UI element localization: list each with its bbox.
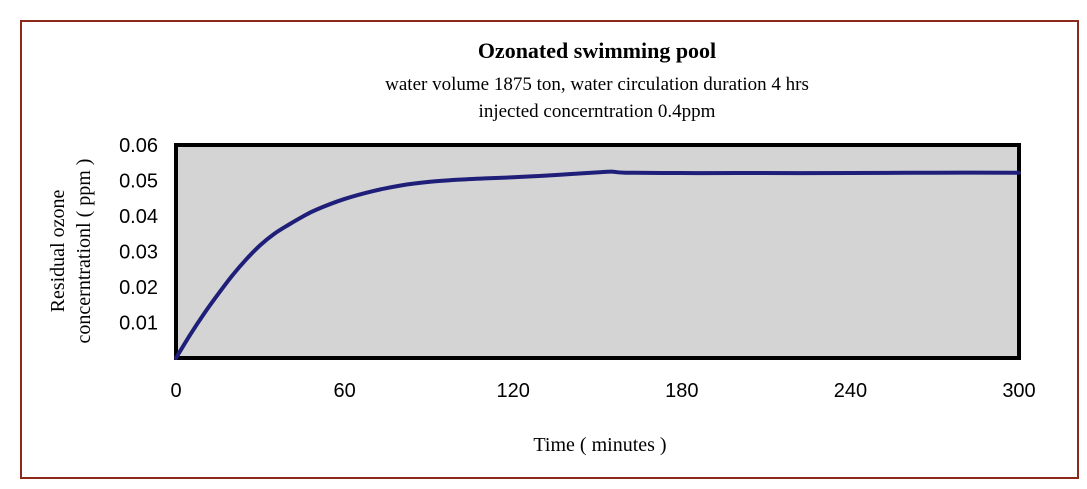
y-tick-label: 0.03 [119, 242, 158, 264]
x-tick-label: 180 [665, 380, 698, 402]
y-tick-label: 0.02 [119, 277, 158, 299]
x-tick-label: 120 [497, 380, 530, 402]
chart-subtitle-line-2: injected concerntration 0.4ppm [479, 101, 716, 122]
chart-title: Ozonated swimming pool [478, 38, 716, 63]
y-axis-label-line-2: concerntrationl ( ppm ) [73, 159, 95, 344]
y-tick-label: 0.06 [119, 135, 158, 157]
plot-area [174, 143, 1021, 360]
y-axis-label-line-1: Residual ozone [47, 190, 69, 313]
x-axis-ticks: 0 60 120 180 240 300 [170, 380, 1035, 402]
y-tick-label: 0.01 [119, 313, 158, 335]
x-tick-label: 240 [834, 380, 867, 402]
y-axis-ticks: 0.01 0.02 0.03 0.04 0.05 0.06 [119, 135, 158, 335]
y-tick-label: 0.05 [119, 171, 158, 193]
x-tick-label: 60 [333, 380, 355, 402]
y-tick-label: 0.04 [119, 206, 158, 228]
x-tick-label: 0 [170, 380, 181, 402]
chart-subtitle-line-1: water volume 1875 ton, water circulation… [385, 74, 809, 95]
x-axis-label: Time ( minutes ) [533, 434, 666, 456]
series-line [174, 169, 1021, 360]
x-tick-label: 300 [1002, 380, 1035, 402]
